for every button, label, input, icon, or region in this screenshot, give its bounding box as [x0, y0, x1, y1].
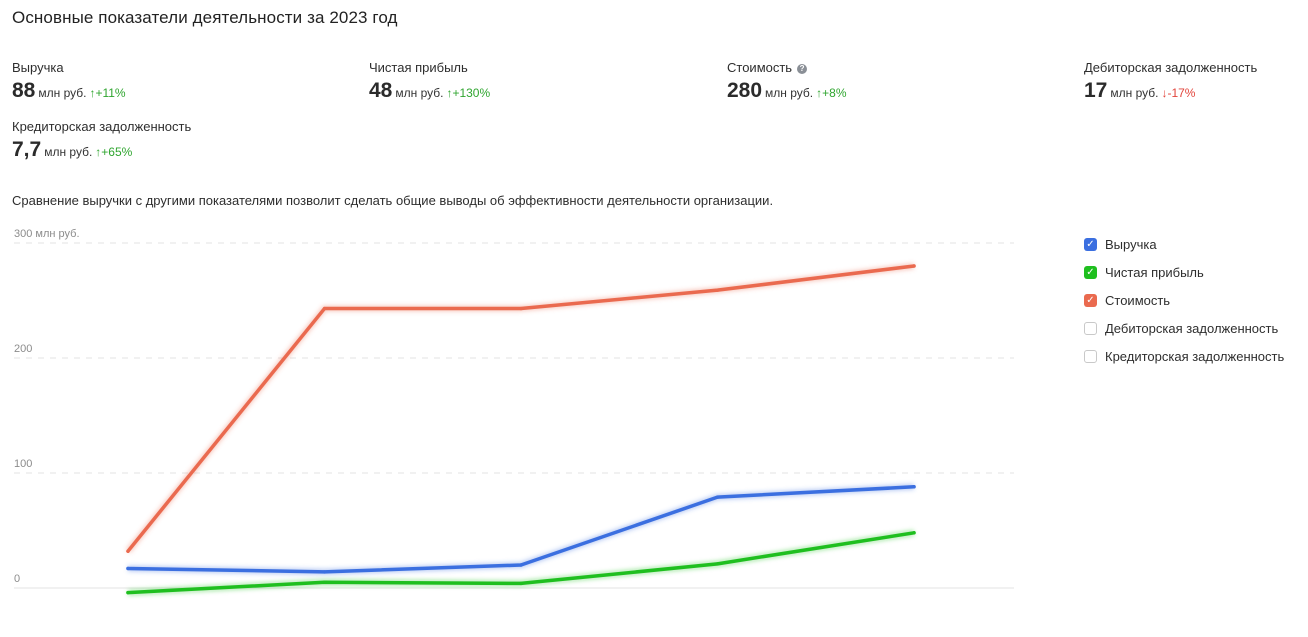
kpi-value: 88: [12, 79, 36, 102]
checkbox-checked-icon[interactable]: ✓: [1084, 237, 1097, 251]
series-glow: [127, 483, 915, 575]
series-line[interactable]: [126, 485, 916, 574]
kpi-change: ↑+11%: [89, 86, 126, 100]
kpi-card: Выручка 88 млн руб. ↑+11%: [12, 60, 126, 103]
legend-label: Выручка: [1105, 236, 1157, 252]
legend-item[interactable]: ✓ Стоимость: [1084, 286, 1284, 314]
data-point[interactable]: [322, 306, 327, 311]
data-point[interactable]: [912, 485, 916, 489]
y-tick-label: 200: [14, 343, 32, 355]
chart-legend: ✓ Выручка ✓ Чистая прибыль ✓ Стоимость Дебитор…: [1084, 230, 1284, 370]
kpi-unit: млн руб.: [38, 86, 87, 100]
data-point[interactable]: [519, 581, 523, 586]
checkbox-checked-icon[interactable]: ✓: [1084, 265, 1097, 279]
kpi-card: Кредиторская задолженность 7,7 млн руб. ↑+6…: [12, 119, 191, 162]
data-point[interactable]: [519, 563, 523, 567]
checkbox-checked-icon[interactable]: ✓: [1084, 293, 1097, 307]
data-point[interactable]: [322, 570, 327, 574]
y-tick-label: 100: [14, 458, 32, 470]
data-point[interactable]: [519, 306, 523, 311]
kpi-label: Выручка: [12, 60, 64, 75]
line-chart: 0 100 200 300 млн руб.: [14, 228, 1014, 596]
data-point[interactable]: [126, 549, 130, 553]
arrow-down-icon: ↓: [1161, 86, 1168, 100]
data-point[interactable]: [912, 264, 916, 268]
legend-label: Чистая прибыль: [1105, 264, 1204, 280]
data-point[interactable]: [912, 531, 916, 535]
data-point[interactable]: [715, 562, 720, 566]
arrow-up-icon: ↑: [95, 145, 102, 159]
data-point[interactable]: [715, 288, 720, 292]
kpi-change: ↑+130%: [446, 86, 491, 100]
legend-item[interactable]: ✓ Выручка: [1084, 230, 1284, 258]
kpi-change: ↑+65%: [95, 145, 133, 159]
data-point[interactable]: [126, 566, 130, 571]
data-point[interactable]: [322, 580, 327, 584]
legend-item[interactable]: Дебиторская задолженность: [1084, 314, 1284, 342]
kpi-label: Кредиторская задолженность: [12, 119, 192, 134]
kpi-label: Чистая прибыль: [369, 60, 468, 75]
kpi-value: 48: [369, 79, 393, 102]
kpi-change: ↓-17%: [1161, 86, 1196, 100]
checkbox-unchecked-icon[interactable]: [1084, 321, 1097, 335]
kpi-label: Дебиторская задолженность: [1084, 60, 1258, 75]
kpi-label: Стоимость?: [727, 60, 847, 75]
kpi-unit: млн руб.: [395, 86, 444, 100]
kpi-change: ↑+8%: [816, 86, 847, 100]
page-title: Основные показатели деятельности за 2023…: [12, 8, 398, 27]
kpi-value: 7,7: [12, 138, 42, 161]
legend-item[interactable]: ✓ Чистая прибыль: [1084, 258, 1284, 286]
kpi-value: 17: [1084, 79, 1108, 102]
kpi-value: 280: [727, 79, 763, 102]
arrow-up-icon: ↑: [89, 86, 96, 100]
legend-label: Кредиторская задолженность: [1105, 348, 1285, 364]
kpi-unit: млн руб.: [1110, 86, 1159, 100]
legend-label: Дебиторская задолженность: [1105, 320, 1279, 336]
kpi-card: Дебиторская задолженность 17 млн руб. ↓-17%: [1084, 60, 1257, 103]
info-icon[interactable]: ?: [797, 64, 808, 74]
y-tick-label: 300 млн руб.: [14, 228, 80, 240]
y-tick-label: 0: [14, 573, 20, 585]
kpi-card: Стоимость? 280 млн руб. ↑+8%: [727, 60, 847, 103]
kpi-card: Чистая прибыль 48 млн руб. ↑+130%: [369, 60, 490, 103]
data-point[interactable]: [715, 495, 720, 499]
legend-label: Стоимость: [1105, 292, 1171, 308]
kpi-unit: млн руб.: [44, 145, 93, 159]
arrow-up-icon: ↑: [446, 86, 453, 100]
kpi-unit: млн руб.: [765, 86, 814, 100]
legend-item[interactable]: Кредиторская задолженность: [1084, 342, 1284, 370]
checkbox-unchecked-icon[interactable]: [1084, 349, 1097, 363]
chart-description: Сравнение выручки с другими показателями…: [12, 193, 774, 208]
data-point[interactable]: [126, 590, 130, 595]
arrow-up-icon: ↑: [816, 86, 823, 100]
